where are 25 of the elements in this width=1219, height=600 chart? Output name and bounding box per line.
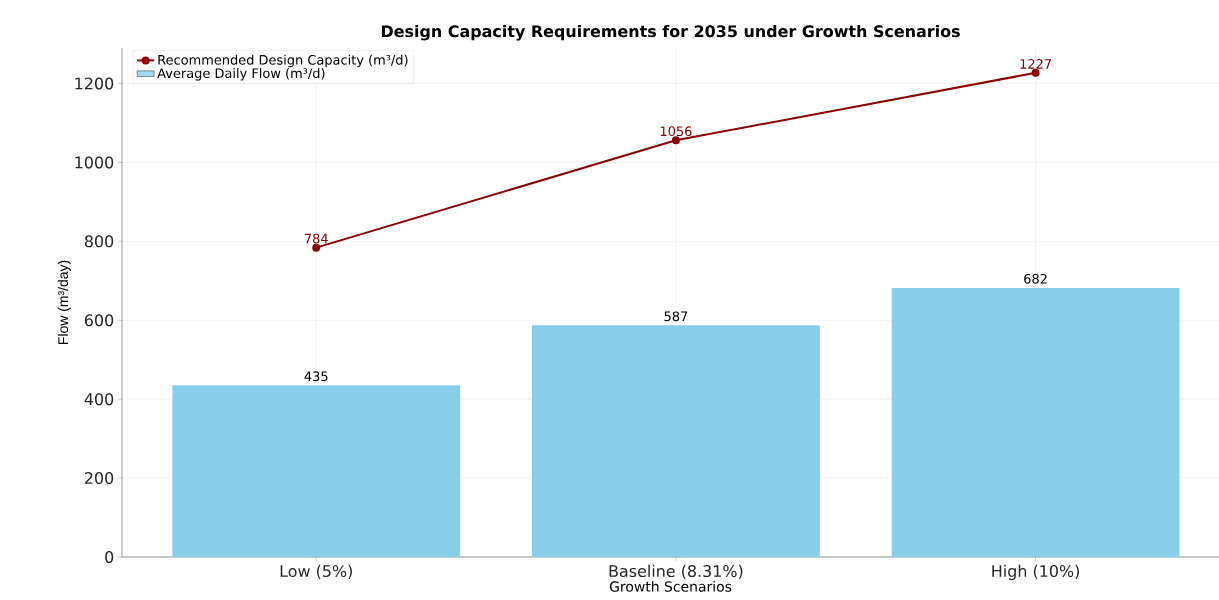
x-tick-label: High (10%): [992, 564, 1079, 581]
bar: [532, 325, 820, 557]
y-axis-title: Flow (m³/day): [57, 260, 71, 344]
y-tick-label: 0: [105, 550, 114, 564]
legend-label: Recommended Design Capacity (m³/d): [158, 54, 408, 68]
y-tick-label: 400: [84, 393, 114, 406]
data-label: 1056: [660, 126, 692, 137]
x-tick-label: Baseline (8.31%): [609, 564, 743, 579]
bar: [891, 287, 1180, 557]
data-label: 435: [304, 371, 328, 382]
data-label: 682: [1024, 273, 1047, 284]
y-tick-label: 800: [84, 235, 114, 248]
legend-label: Average Daily Flow (m³/d): [157, 68, 325, 81]
y-tick-label: 600: [84, 314, 114, 327]
point: [671, 136, 680, 145]
y-tick-label: 200: [84, 472, 114, 485]
data-label: 587: [664, 311, 688, 322]
x-axis-title: Growth Scenarios: [609, 581, 732, 592]
bar: [172, 385, 461, 557]
chart-title: Design Capacity Requirements for 2035 under Growth Scenarios: [381, 24, 960, 41]
y-tick-label: 1000: [75, 156, 114, 169]
data-label: 784: [304, 233, 328, 244]
y-tick-label: 1200: [75, 77, 114, 90]
x-tick-label: Low (5%): [280, 564, 352, 579]
data-label: 1227: [1020, 59, 1051, 69]
